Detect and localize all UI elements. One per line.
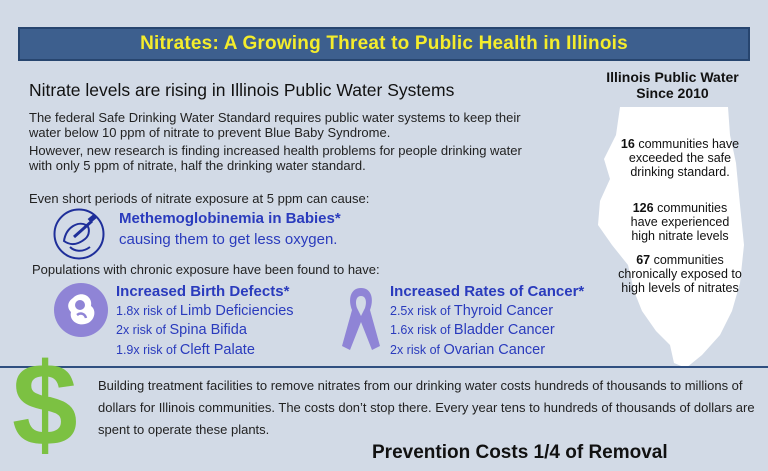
risk-factor: 2x risk of (390, 343, 441, 357)
condition-name: Bladder Cancer (453, 322, 555, 338)
infographic-page: Nitrates: A Growing Threat to Public Hea… (0, 27, 768, 464)
stat-text: communities have exceeded the safe drink… (628, 137, 740, 179)
fetus-icon (54, 283, 108, 337)
stat-number: 67 (636, 253, 651, 267)
illinois-stat: 16 communities have exceeded the safe dr… (618, 137, 742, 179)
illinois-panel-title-line2: Since 2010 (636, 85, 709, 101)
baby-bottle-icon (53, 208, 105, 260)
risk-factor: 1.9x risk of (116, 343, 177, 357)
condition-name: Cleft Palate (179, 342, 255, 358)
illinois-panel-title-line1: Illinois Public Water (606, 69, 739, 85)
illinois-stat: 67 communities chronically exposed to hi… (618, 253, 742, 295)
condition-name: Spina Bifida (169, 322, 247, 338)
condition-name: Limb Deficiencies (179, 303, 294, 319)
cancer-row: 1.6x risk of Bladder Cancer (390, 322, 555, 338)
risk-factor: 1.8x risk of (116, 304, 177, 318)
prevention-heading: Prevention Costs 1/4 of Removal (372, 442, 668, 463)
exposure-text: Even short periods of nitrate exposure a… (29, 191, 370, 206)
page-title: Nitrates: A Growing Threat to Public Hea… (140, 33, 628, 54)
condition-name: Ovarian Cancer (443, 342, 546, 358)
birth-defect-row: 2x risk of Spina Bifida (116, 322, 247, 338)
section-heading: Nitrate levels are rising in Illinois Pu… (29, 80, 455, 100)
methemoglobinemia-subtitle: causing them to get less oxygen. (119, 231, 338, 248)
stat-number: 16 (620, 137, 635, 151)
stat-number: 126 (632, 201, 654, 215)
treatment-cost-text: Building treatment facilities to remove … (98, 378, 755, 437)
cancer-row: 2x risk of Ovarian Cancer (390, 342, 545, 358)
stat-text: communities have experienced high nitrat… (630, 201, 730, 243)
title-banner: Nitrates: A Growing Threat to Public Hea… (18, 27, 750, 61)
risk-factor: 2x risk of (116, 323, 167, 337)
birth-defect-row: 1.8x risk of Limb Deficiencies (116, 303, 294, 319)
section-divider (0, 366, 768, 368)
birth-defects-title: Increased Birth Defects* (116, 283, 290, 300)
illinois-stat: 126 communities have experienced high ni… (618, 201, 742, 243)
birth-defect-row: 1.9x risk of Cleft Palate (116, 342, 255, 358)
methemoglobinemia-title: Methemoglobinemia in Babies* (119, 210, 341, 227)
condition-name: Thyroid Cancer (453, 303, 554, 319)
cancer-title: Increased Rates of Cancer* (390, 283, 585, 300)
awareness-ribbon-icon (342, 288, 380, 350)
cancer-row: 2.5x risk of Thyroid Cancer (390, 303, 553, 319)
stat-text: communities chronically exposed to high … (618, 253, 742, 295)
intro-paragraph-research: However, new research is finding increas… (29, 143, 522, 173)
risk-factor: 2.5x risk of (390, 304, 451, 318)
dollar-sign-icon: $ (12, 339, 78, 471)
chronic-exposure-text: Populations with chronic exposure have b… (32, 262, 380, 277)
risk-factor: 1.6x risk of (390, 323, 451, 337)
illinois-map-icon (598, 107, 744, 368)
intro-paragraph-standard: The federal Safe Drinking Water Standard… (29, 110, 521, 140)
illinois-panel-title: Illinois Public Water Since 2010 (585, 69, 760, 101)
